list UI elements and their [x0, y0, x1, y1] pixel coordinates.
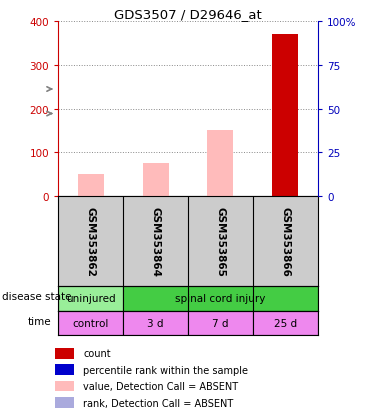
- Bar: [142, 164, 168, 197]
- Bar: [123, 286, 318, 311]
- Text: GSM353865: GSM353865: [215, 206, 225, 276]
- Text: GSM353864: GSM353864: [151, 206, 161, 276]
- Text: uninjured: uninjured: [66, 294, 115, 304]
- Text: 25 d: 25 d: [274, 318, 297, 328]
- Text: value, Detection Call = ABSENT: value, Detection Call = ABSENT: [83, 381, 238, 391]
- Bar: [188, 311, 253, 335]
- Bar: [208, 131, 233, 197]
- Text: time: time: [28, 316, 52, 326]
- Text: GSM353862: GSM353862: [85, 206, 95, 276]
- Text: percentile rank within the sample: percentile rank within the sample: [83, 365, 248, 375]
- Title: GDS3507 / D29646_at: GDS3507 / D29646_at: [114, 8, 262, 21]
- Bar: [272, 35, 299, 197]
- Bar: [58, 286, 123, 311]
- Bar: [77, 175, 104, 197]
- Bar: [55, 381, 74, 392]
- Bar: [123, 311, 188, 335]
- Bar: [58, 311, 123, 335]
- Text: 3 d: 3 d: [147, 318, 164, 328]
- Bar: [55, 365, 74, 375]
- Text: GSM353866: GSM353866: [280, 206, 290, 276]
- Point: [88, 1, 94, 8]
- Bar: [55, 397, 74, 408]
- Text: disease state: disease state: [2, 292, 71, 302]
- Text: 7 d: 7 d: [212, 318, 229, 328]
- Bar: [55, 348, 74, 358]
- Text: count: count: [83, 349, 111, 358]
- Text: rank, Detection Call = ABSENT: rank, Detection Call = ABSENT: [83, 398, 233, 408]
- Text: control: control: [72, 318, 109, 328]
- Text: spinal cord injury: spinal cord injury: [175, 294, 266, 304]
- Bar: [253, 311, 318, 335]
